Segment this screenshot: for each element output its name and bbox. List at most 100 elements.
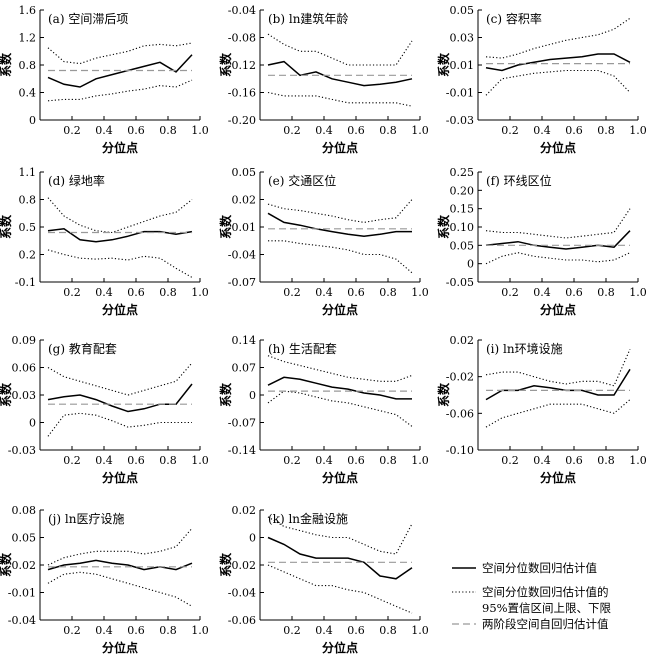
x-axis-label: 分位点: [540, 140, 576, 155]
x-tick-label: 0.8: [159, 624, 177, 637]
panel-2: -0.03 -0.01 0.01 0.03 0.05 0.2 0.4 0.6 0.8 1.0 (c)…: [436, 4, 647, 155]
x-tick-label: 0.6: [127, 454, 145, 467]
x-tick-label: 0.2: [63, 124, 81, 137]
series-dotted-1: [267, 199, 413, 223]
series-dotted-1: [47, 197, 193, 234]
x-tick-label: 0.2: [283, 124, 301, 137]
x-tick-label: 0.6: [347, 124, 365, 137]
y-tick-label: 0.25: [450, 166, 475, 179]
x-tick-label: 1.0: [629, 286, 647, 299]
x-tick-label: 1.0: [629, 454, 647, 467]
y-tick-label: 0.02: [12, 559, 37, 572]
x-axis-label: 分位点: [540, 302, 576, 317]
x-tick-label: 1.0: [191, 454, 209, 467]
series-dotted-1: [267, 355, 413, 382]
panel-10: -0.06 -0.04 -0.02 0 0.02 0.2 0.4 0.6 0.8 1.0 (k) l…: [218, 504, 429, 655]
x-axis-label: 分位点: [322, 470, 358, 485]
x-tick-label: 0.2: [501, 454, 519, 467]
y-tick-label: -0.20: [228, 114, 256, 127]
y-tick-label: -0.06: [446, 407, 474, 420]
y-tick-label: 0.07: [232, 362, 257, 375]
y-tick-label: -0.08: [228, 32, 256, 45]
series-dotted-2: [485, 399, 631, 428]
panel-5: -0.05 0 0.05 0.10 0.15 0.20 0.25 0.2 0.4 0.6 0.8 1.…: [436, 166, 647, 317]
x-tick-label: 1.0: [411, 624, 429, 637]
x-tick-label: 0.2: [501, 124, 519, 137]
x-tick-label: 0.4: [315, 286, 333, 299]
y-tick-label: -0.06: [228, 614, 256, 627]
x-axis-label: 分位点: [540, 470, 576, 485]
panel-1: -0.20 -0.16 -0.12 -0.08 -0.04 0.2 0.4 0.6 0.8 1.0…: [218, 4, 429, 155]
x-tick-label: 0.4: [95, 624, 113, 637]
series-dotted-2: [47, 79, 193, 102]
y-tick-label: 0.08: [12, 504, 37, 517]
x-axis-label: 分位点: [322, 140, 358, 155]
panel-title: (b) ln建筑年龄: [268, 11, 348, 26]
series-solid-0: [47, 383, 193, 413]
y-tick-label: 0.02: [450, 334, 475, 347]
series-dotted-2: [485, 69, 631, 96]
series-solid-0: [267, 536, 413, 580]
panel-9: -0.04 -0.01 0.02 0.05 0.08 0.2 0.4 0.6 0.8 1.0 (j)…: [0, 504, 209, 655]
x-tick-label: 0.6: [347, 454, 365, 467]
x-axis-label: 分位点: [322, 640, 358, 655]
panel-title: (e) 交通区位: [268, 173, 336, 188]
x-tick-label: 0.4: [533, 454, 551, 467]
y-tick-label: 0.01: [450, 59, 475, 72]
series-dotted-2: [267, 390, 413, 427]
x-tick-label: 1.0: [629, 124, 647, 137]
y-tick-label: 0.15: [450, 203, 475, 216]
y-tick-label: 0: [249, 532, 256, 545]
y-tick-label: -0.16: [228, 87, 256, 100]
series-solid-0: [267, 376, 412, 400]
y-tick-label: 1.1: [19, 166, 37, 179]
x-tick-label: 0.8: [379, 286, 397, 299]
y-tick-label: 0.10: [450, 221, 475, 234]
panel-3: -0.1 0.2 0.5 0.8 1.1 0.2 0.4 0.6 0.8 1.0 (d) 绿地率分位…: [0, 166, 209, 317]
x-tick-label: 0.6: [127, 286, 145, 299]
panel-7: -0.14 -0.07 0 0.07 0.14 0.2 0.4 0.6 0.8 1.0 (h) 生活…: [218, 334, 429, 485]
series-solid-0: [267, 212, 412, 237]
x-tick-label: 0.6: [347, 624, 365, 637]
y-tick-label: 0.03: [450, 32, 475, 45]
y-axis-label: 系数: [436, 214, 451, 239]
y-axis-label: 系数: [218, 552, 233, 577]
x-tick-label: 0.8: [597, 124, 615, 137]
panel-title: (d) 绿地率: [48, 173, 105, 188]
panel-title: (a) 空间滞后项: [48, 12, 128, 26]
y-tick-label: 0: [29, 114, 36, 127]
series-dotted-2: [47, 249, 193, 278]
y-tick-label: -0.07: [228, 276, 256, 289]
panel-0: 0 0.4 0.8 1.2 1.6 0.2 0.4 0.6 0.8 1.0 (a) 空间滞后项分位点…: [0, 4, 209, 155]
series-dotted-2: [267, 91, 413, 107]
y-tick-label: -0.04: [228, 4, 256, 17]
series-dotted-1: [485, 17, 631, 59]
x-tick-label: 0.2: [283, 286, 301, 299]
x-tick-label: 1.0: [191, 286, 209, 299]
y-tick-label: -0.04: [228, 587, 256, 600]
y-axis-label: 系数: [0, 52, 13, 77]
y-tick-label: 0.2: [19, 249, 37, 262]
y-axis-label: 系数: [218, 214, 233, 239]
series-solid-0: [47, 54, 193, 88]
y-tick-label: -0.04: [228, 249, 256, 262]
legend-label: 空间分位数回归估计值: [482, 561, 597, 575]
y-tick-label: -0.03: [8, 444, 36, 457]
x-tick-label: 0.2: [283, 624, 301, 637]
y-tick-label: -0.14: [228, 444, 256, 457]
panel-6: -0.03 0 0.03 0.06 0.09 0.2 0.4 0.6 0.8 1.0 (g) 教育配…: [0, 334, 209, 485]
y-tick-label: 0.05: [450, 4, 475, 17]
y-tick-label: 0.05: [450, 239, 475, 252]
x-tick-label: 0.4: [95, 124, 113, 137]
x-tick-label: 1.0: [411, 124, 429, 137]
series-dotted-1: [267, 516, 413, 555]
x-tick-label: 0.8: [379, 454, 397, 467]
y-axis-label: 系数: [0, 552, 13, 577]
series-solid-0: [485, 230, 631, 250]
series-solid-0: [267, 60, 413, 87]
panel-title: (h) 生活配套: [268, 342, 337, 356]
x-tick-label: 0.6: [565, 286, 583, 299]
panel-title: (g) 教育配套: [48, 341, 117, 356]
y-tick-label: 0: [467, 258, 474, 271]
